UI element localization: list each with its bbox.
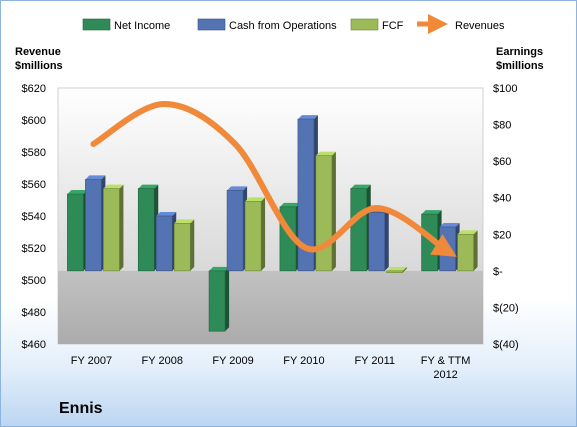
legend-swatch bbox=[197, 18, 226, 31]
revenue-line-layer bbox=[90, 101, 457, 257]
left-tick-label: $620 bbox=[22, 83, 46, 95]
left-tick-label: $600 bbox=[22, 115, 46, 127]
bar-net-income-2 bbox=[208, 266, 230, 332]
bar-net-income-4 bbox=[350, 184, 371, 272]
legend-label: FCF bbox=[382, 20, 404, 32]
bar-cash-from-operations-0 bbox=[85, 175, 106, 272]
legend-swatch bbox=[350, 18, 379, 31]
left-axis-ticks: $460 $480 $500 $520 $540 $560 $580 $600 $620 bbox=[22, 83, 46, 351]
legend-label: Revenues bbox=[455, 20, 505, 32]
right-tick-label: $60 bbox=[493, 156, 511, 168]
bar-fcf-3 bbox=[315, 151, 336, 272]
legend-item-fcf: FCF bbox=[350, 18, 404, 32]
right-axis-ticks: $(40) $(20) $- $20 $40 $60 $80 $100 bbox=[493, 83, 519, 351]
bar-cash-from-operations-4 bbox=[368, 208, 389, 272]
bar-cash-from-operations-2 bbox=[226, 186, 248, 272]
right-tick-label: $(20) bbox=[493, 302, 519, 314]
revenue-line bbox=[90, 101, 457, 257]
left-axis-title-line2: $millions bbox=[15, 60, 63, 72]
bar-fcf-2 bbox=[244, 197, 266, 272]
bar-net-income-1 bbox=[137, 184, 159, 272]
left-tick-label: $540 bbox=[22, 211, 46, 223]
left-tick-label: $520 bbox=[22, 243, 46, 255]
left-tick-label: $460 bbox=[22, 339, 46, 351]
right-tick-label: $(40) bbox=[493, 339, 519, 351]
x-tick-label: FY 2008 bbox=[142, 355, 183, 367]
legend-swatch bbox=[82, 18, 111, 31]
left-tick-label: $580 bbox=[22, 147, 46, 159]
right-tick-label: $- bbox=[493, 266, 503, 278]
legend-item-revenues: Revenues bbox=[417, 14, 505, 34]
plot-floor bbox=[58, 270, 483, 344]
bar-fcf-1 bbox=[173, 219, 195, 272]
right-tick-label: $20 bbox=[493, 229, 511, 241]
right-tick-label: $80 bbox=[493, 120, 511, 132]
x-tick-label: FY 2007 bbox=[71, 355, 112, 367]
bar-cash-from-operations-1 bbox=[155, 212, 177, 272]
bar-net-income-0 bbox=[67, 190, 88, 272]
right-tick-label: $40 bbox=[493, 193, 511, 205]
right-axis-title-line2: $millions bbox=[496, 60, 544, 72]
left-axis-title-line1: Revenue bbox=[15, 46, 61, 58]
x-tick-label: 2012 bbox=[433, 369, 457, 381]
right-axis-title-line1: Earnings bbox=[496, 46, 543, 58]
chart-legend: Net Income Cash from Operations FCF Revenue… bbox=[82, 14, 505, 34]
legend-label: Cash from Operations bbox=[229, 20, 337, 32]
x-axis-ticks: FY 2007 FY 2008 FY 2009 FY 2010 FY 2011 FY & … bbox=[71, 355, 471, 381]
legend-item-cash-from-operations: Cash from Operations bbox=[197, 18, 337, 32]
bar-fcf-4 bbox=[386, 266, 407, 273]
legend-item-net-income: Net Income bbox=[82, 18, 170, 32]
left-tick-label: $500 bbox=[22, 275, 46, 287]
x-tick-label: FY 2010 bbox=[283, 355, 324, 367]
bar-fcf-0 bbox=[103, 184, 124, 272]
company-name: Ennis bbox=[59, 400, 103, 417]
x-tick-label: FY 2011 bbox=[354, 355, 395, 367]
bar-fcf-5 bbox=[457, 230, 478, 272]
x-tick-label: FY 2009 bbox=[212, 355, 253, 367]
x-tick-label: FY & TTM bbox=[421, 355, 471, 367]
left-tick-label: $480 bbox=[22, 307, 46, 319]
legend-label: Net Income bbox=[114, 20, 170, 32]
right-tick-label: $100 bbox=[493, 83, 517, 95]
left-tick-label: $560 bbox=[22, 179, 46, 191]
